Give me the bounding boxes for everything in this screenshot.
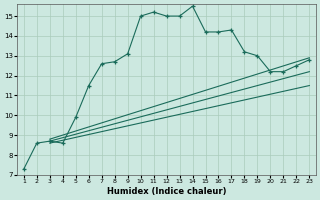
X-axis label: Humidex (Indice chaleur): Humidex (Indice chaleur)	[107, 187, 226, 196]
